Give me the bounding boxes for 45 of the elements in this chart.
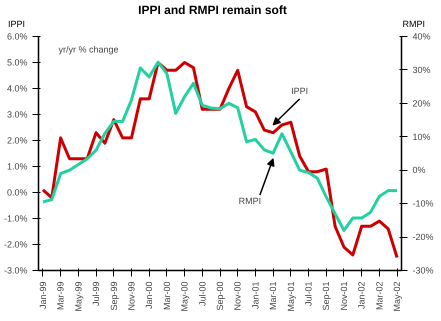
y2-tick-label: -20% bbox=[412, 232, 434, 242]
y2-tick-label: -10% bbox=[412, 198, 434, 209]
x-tick-label: Nov-00 bbox=[232, 281, 243, 311]
chart-title: IPPI and RMPI remain soft bbox=[137, 2, 288, 19]
y-tick-label: -2.0% bbox=[4, 240, 28, 250]
annotation: IPPI bbox=[291, 86, 308, 96]
y2-tick-label: 40% bbox=[412, 32, 431, 42]
x-tick-label: Jan-02 bbox=[356, 281, 367, 310]
x-tick-label: Jan-99 bbox=[38, 281, 48, 310]
y-tick-label: 3.0% bbox=[6, 110, 28, 120]
x-tick-label: Jul-01 bbox=[304, 281, 314, 306]
x-tick-label: May-99 bbox=[73, 281, 84, 312]
annotation: RMPI bbox=[238, 196, 262, 206]
x-tick-label: Jan-00 bbox=[144, 281, 154, 310]
y-tick-label: 1.0% bbox=[6, 162, 28, 172]
x-tick-label: May-00 bbox=[180, 281, 190, 312]
x-tick-label: Mar-02 bbox=[374, 281, 384, 310]
x-tick-label: Sep-00 bbox=[215, 281, 225, 311]
x-tick-label: Jul-00 bbox=[197, 281, 208, 306]
y2-tick-label: 10% bbox=[412, 132, 431, 142]
y2-tick-label: -30% bbox=[412, 266, 434, 276]
y2-tick-label: 20% bbox=[412, 98, 431, 108]
x-tick-label: Mar-99 bbox=[56, 281, 66, 310]
y-axis-title: IPPI bbox=[8, 18, 26, 31]
y-tick-label: 5.0% bbox=[6, 58, 28, 68]
x-tick-label: May-02 bbox=[392, 281, 402, 312]
x-tick-label: Mar-01 bbox=[268, 281, 278, 310]
x-tick-label: May-01 bbox=[286, 281, 296, 312]
annotation: yr/yr % change bbox=[58, 44, 119, 54]
x-tick-label: Nov-99 bbox=[126, 281, 136, 311]
y-tick-label: 0.0% bbox=[6, 188, 28, 198]
y-tick-label: -3.0% bbox=[4, 266, 28, 276]
y-tick-label: 4.0% bbox=[6, 84, 28, 94]
x-tick-label: Jan-01 bbox=[250, 281, 260, 310]
x-tick-label: Mar-00 bbox=[162, 281, 172, 310]
y2-axis-title: RMPI bbox=[402, 18, 425, 31]
y-tick-label: 2.0% bbox=[6, 136, 28, 146]
x-tick-label: Nov-01 bbox=[338, 281, 349, 311]
y-tick-label: -1.0% bbox=[4, 214, 28, 224]
y2-tick-label: 30% bbox=[412, 64, 431, 75]
y-tick-label: 6.0% bbox=[6, 32, 28, 42]
y2-tick-label: 0% bbox=[412, 165, 426, 176]
x-tick-label: Sep-01 bbox=[321, 281, 332, 311]
x-tick-label: Jul-99 bbox=[91, 281, 102, 306]
x-tick-label: Sep-99 bbox=[108, 281, 119, 311]
